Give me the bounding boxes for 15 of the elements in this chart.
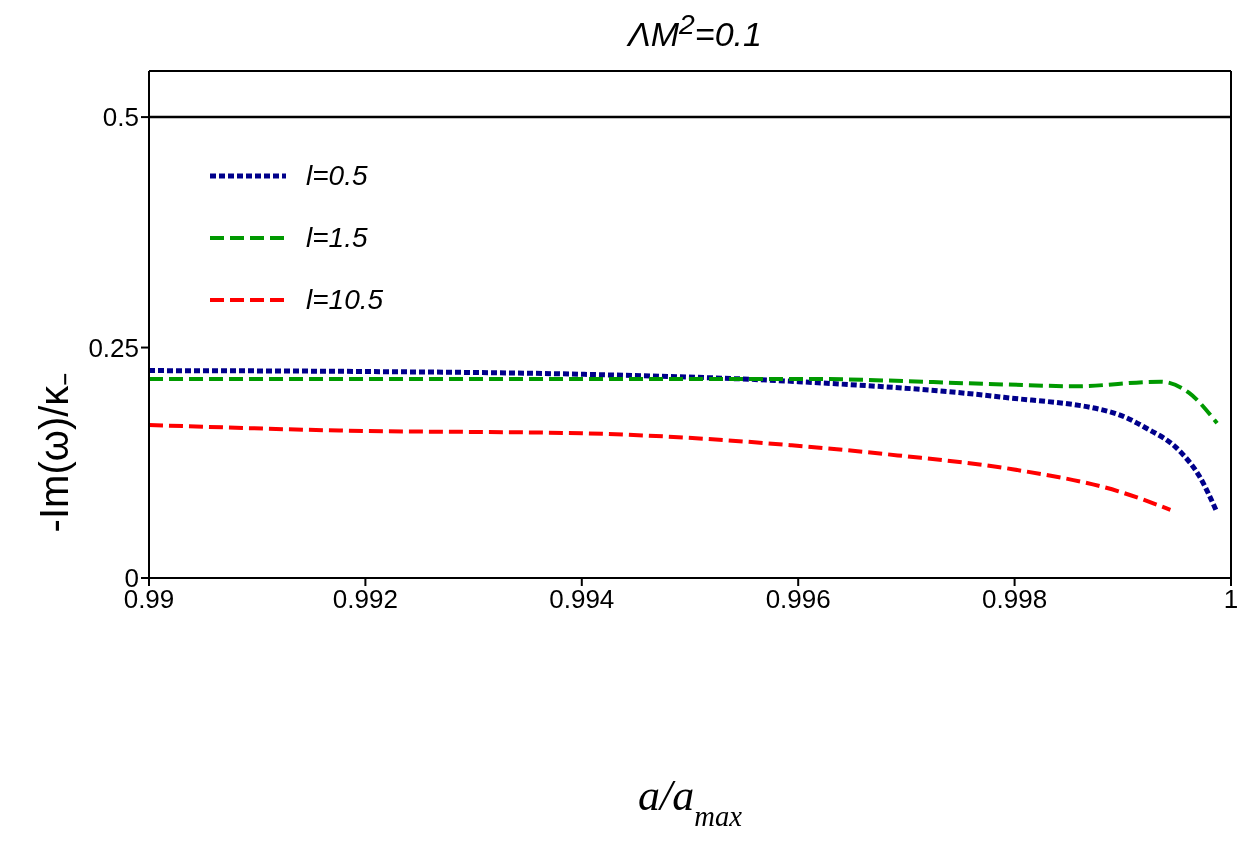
y-axis-title: -Im(ω)/κ₋ xyxy=(32,371,76,533)
line-series xyxy=(149,376,1219,426)
y-tick-label: 0.5 xyxy=(102,102,139,133)
legend-label: l=1.5 xyxy=(306,222,368,254)
x-tick-label: 1 xyxy=(1223,584,1239,615)
x-tick-label: 0.992 xyxy=(332,584,398,615)
x-tick-label: 0.998 xyxy=(982,584,1048,615)
legend-label: l=10.5 xyxy=(306,284,384,316)
y-tick-label: 0.25 xyxy=(88,332,139,363)
x-axis-title: a/a$_{max}$ xyxy=(638,771,743,832)
line-series xyxy=(149,422,1173,512)
legend-label: l=0.5 xyxy=(306,160,368,192)
x-tick-label: 0.996 xyxy=(765,584,831,615)
x-tick-label: 0.994 xyxy=(549,584,615,615)
chart-title: ΛM$^{2}$=0.1 xyxy=(625,8,763,56)
